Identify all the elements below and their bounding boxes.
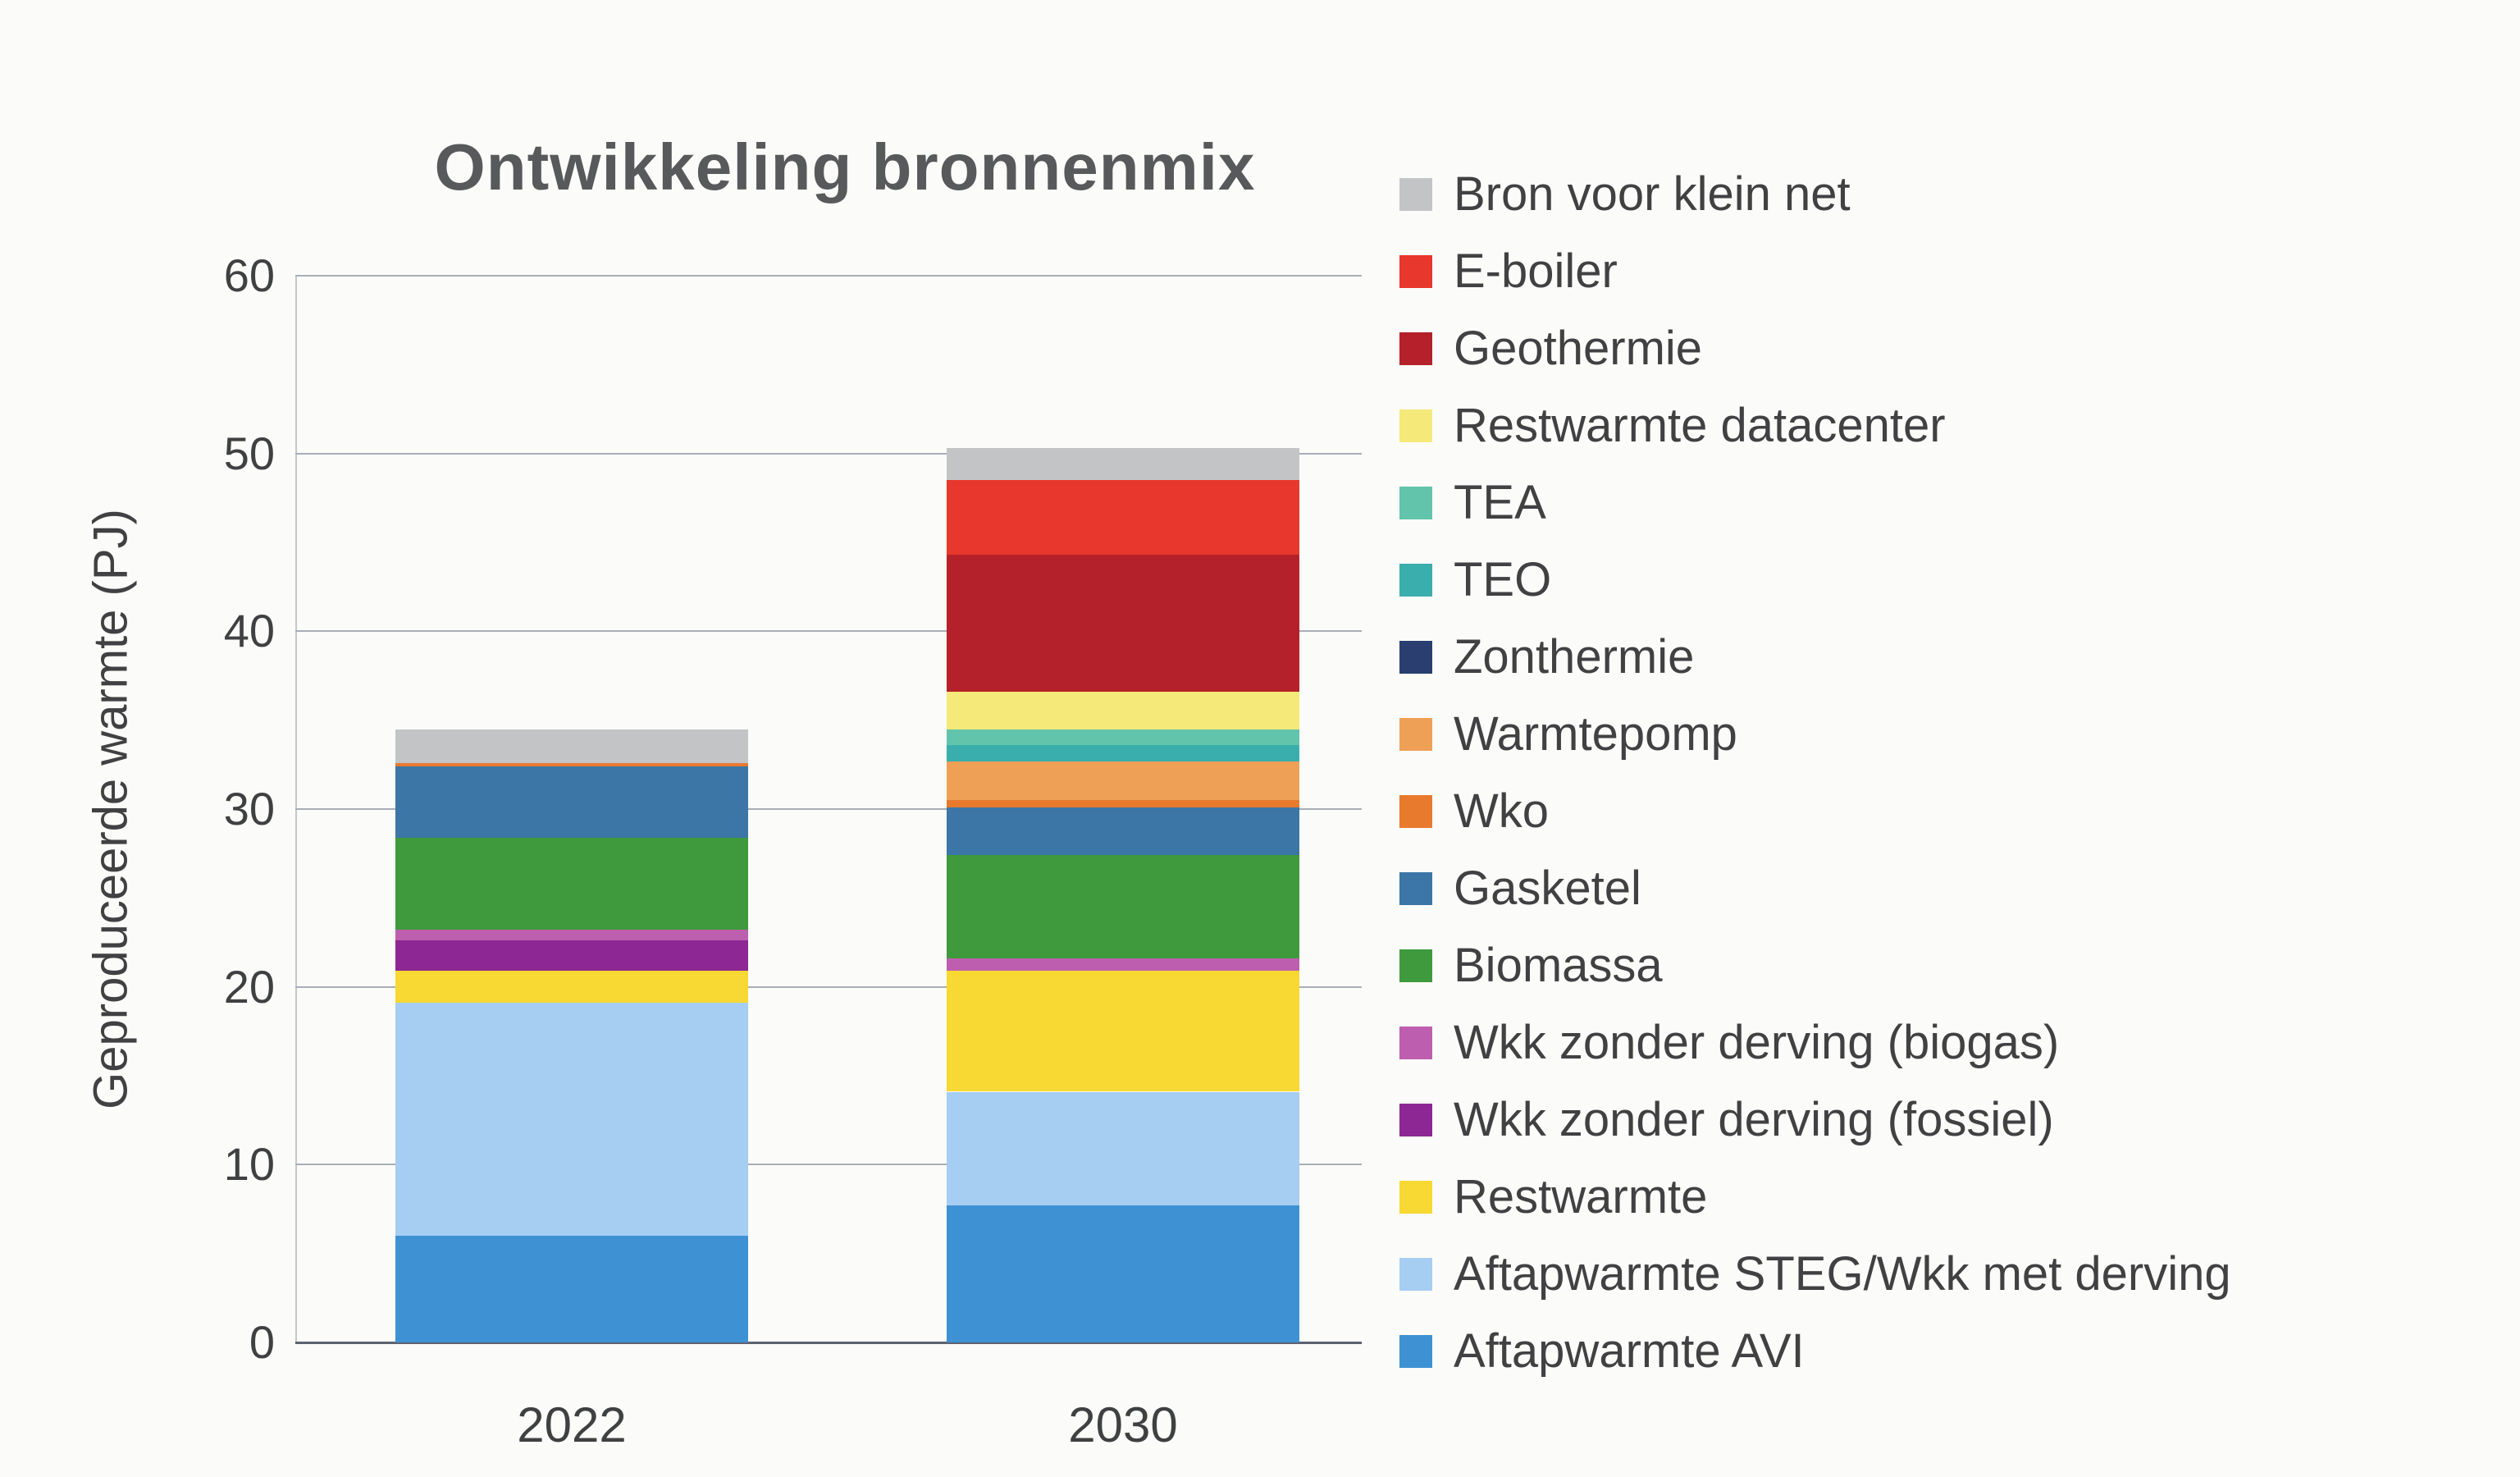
legend-item: Bron voor klein net [1399, 156, 2231, 233]
bar-segment-biomassa [947, 855, 1299, 958]
legend-item: Wko [1399, 773, 2231, 850]
bar-segment-warmtepomp [947, 761, 1299, 801]
bar-segment-wkk-zonder-derving-fossiel [395, 940, 748, 972]
legend-item-label: Bron voor klein net [1454, 167, 1851, 221]
gridline [295, 630, 1362, 633]
y-tick-label: 20 [223, 960, 275, 1013]
legend-color-swatch [1399, 1027, 1432, 1059]
legend-item: TEO [1399, 542, 2231, 619]
bar-segment-wkk-zonder-derving-biogas [395, 930, 748, 941]
gridline [295, 275, 1362, 277]
legend-item-label: Restwarmte [1454, 1170, 1708, 1223]
bar-segment-aftapwarmte-steg-wkk-met-derving [395, 1003, 748, 1236]
legend-item-label: Geothermie [1454, 322, 1703, 375]
legend-color-swatch [1399, 255, 1432, 288]
legend-item: Warmtepomp [1399, 696, 2231, 773]
x-axis-line [295, 1342, 1362, 1344]
legend-item-label: Wkk zonder derving (biogas) [1454, 1016, 2060, 1069]
legend-item-label: Gasketel [1454, 862, 1641, 915]
gridline [295, 808, 1362, 810]
legend-item: Gasketel [1399, 850, 2231, 927]
legend-color-swatch [1399, 409, 1432, 442]
legend-color-swatch [1399, 487, 1432, 519]
bar-segment-biomassa [395, 837, 748, 931]
y-axis-title: Geproduceerde warmte (PJ) [84, 509, 138, 1109]
legend-color-swatch [1399, 1181, 1432, 1214]
legend-item: Wkk zonder derving (biogas) [1399, 1004, 2231, 1081]
x-tick-label: 2022 [517, 1397, 627, 1452]
legend-color-swatch [1399, 1335, 1432, 1368]
bar-segment-aftapwarmte-avi [947, 1205, 1299, 1342]
bar-segment-gasketel [395, 766, 748, 838]
legend-item-label: Biomassa [1454, 939, 1663, 992]
legend-item: TEA [1399, 464, 2231, 542]
legend-item-label: Warmtepomp [1454, 707, 1737, 761]
legend-item: Restwarmte [1399, 1159, 2231, 1236]
y-tick-label: 30 [223, 783, 275, 835]
y-tick-label: 40 [223, 605, 275, 657]
bar-segment-bron-voor-klein-net [395, 729, 748, 763]
legend-item-label: Aftapwarmte AVI [1454, 1324, 1805, 1378]
gridline [295, 985, 1362, 988]
bar-segment-gasketel [947, 807, 1299, 856]
bar-segment-geothermie [947, 555, 1299, 692]
legend-color-swatch [1399, 795, 1432, 828]
y-tick-label: 10 [223, 1138, 275, 1191]
legend-item: E-boiler [1399, 233, 2231, 310]
legend-color-swatch [1399, 872, 1432, 905]
legend-color-swatch [1399, 1104, 1432, 1136]
legend: Bron voor klein net E-boiler Geothermie Res… [1399, 156, 2231, 1390]
legend-color-swatch [1399, 718, 1432, 751]
legend-color-swatch [1399, 332, 1432, 365]
legend-item: Zonthermie [1399, 619, 2231, 696]
y-tick-label: 60 [223, 249, 275, 301]
legend-item-label: TEA [1454, 476, 1546, 529]
legend-item: Restwarmte datacenter [1399, 387, 2231, 464]
bar-segment-bron-voor-klein-net [947, 448, 1299, 481]
legend-item: Wkk zonder derving (fossiel) [1399, 1081, 2231, 1159]
y-tick-label: 0 [249, 1316, 275, 1368]
bar-segment-restwarmte [395, 971, 748, 1004]
legend-item-label: Restwarmte datacenter [1454, 399, 1946, 452]
legend-color-swatch [1399, 178, 1432, 211]
legend-color-swatch [1399, 564, 1432, 597]
bar-segment-e-boiler [947, 480, 1299, 556]
legend-item-label: Zonthermie [1454, 630, 1695, 684]
x-tick-label: 2030 [1068, 1397, 1178, 1452]
bar-segment-restwarmte [947, 971, 1299, 1092]
bar-segment-teo [947, 745, 1299, 761]
gridline [295, 1164, 1362, 1166]
legend-item: Aftapwarmte STEG/Wkk met derving [1399, 1236, 2231, 1313]
chart-title: Ontwikkeling bronnenmix [434, 130, 1256, 203]
legend-color-swatch [1399, 1258, 1432, 1291]
bar-segment-wko [947, 800, 1299, 807]
bar-segment-wko [395, 762, 748, 766]
legend-color-swatch [1399, 949, 1432, 982]
legend-color-swatch [1399, 641, 1432, 674]
legend-item-label: E-boiler [1454, 245, 1618, 298]
legend-item-label: Wko [1454, 784, 1549, 838]
bar-segment-tea [947, 729, 1299, 745]
bar-segment-restwarmte-datacenter [947, 692, 1299, 729]
legend-item: Aftapwarmte AVI [1399, 1313, 2231, 1390]
legend-item: Biomassa [1399, 927, 2231, 1004]
gridline [295, 452, 1362, 455]
legend-item: Geothermie [1399, 310, 2231, 387]
bar-segment-aftapwarmte-steg-wkk-met-derving [947, 1091, 1299, 1206]
legend-item-label: Aftapwarmte STEG/Wkk met derving [1454, 1247, 2231, 1301]
legend-item-label: TEO [1454, 553, 1552, 606]
y-tick-label: 50 [223, 427, 275, 479]
bar-segment-aftapwarmte-avi [395, 1236, 748, 1342]
legend-item-label: Wkk zonder derving (fossiel) [1454, 1093, 2054, 1146]
bar-segment-wkk-zonder-derving-biogas [947, 958, 1299, 972]
